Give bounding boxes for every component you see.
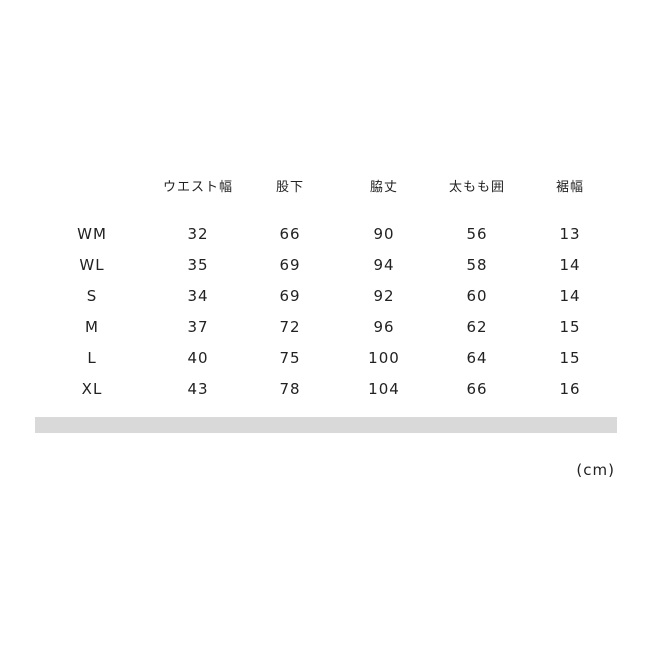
table-cell: 13 (559, 225, 581, 243)
table-cell: 40 (187, 349, 209, 367)
table-cell: 56 (466, 225, 488, 243)
table-cell: 94 (373, 256, 395, 274)
column-header: 太もも囲 (448, 180, 505, 195)
table-cell: 92 (373, 287, 395, 305)
table-cell: 15 (559, 349, 581, 367)
column-header: 股下 (275, 180, 304, 195)
table-cell: 96 (373, 318, 395, 336)
table-cell: 72 (279, 318, 301, 336)
divider-bar (35, 417, 617, 433)
table-cell: 62 (466, 318, 488, 336)
table-cell: 43 (187, 380, 209, 398)
table-cell: 32 (187, 225, 209, 243)
table-cell: 100 (368, 349, 400, 367)
table-cell: 104 (368, 380, 400, 398)
row-label: M (85, 318, 99, 336)
table-cell: 60 (466, 287, 488, 305)
table-cell: 15 (559, 318, 581, 336)
table-cell: 66 (466, 380, 488, 398)
table-cell: 16 (559, 380, 581, 398)
table-cell: 14 (559, 256, 581, 274)
table-cell: 90 (373, 225, 395, 243)
column-header: ウエスト幅 (162, 180, 233, 195)
table-cell: 75 (279, 349, 301, 367)
table-cell: 34 (187, 287, 209, 305)
row-label: WL (79, 256, 105, 274)
table-cell: 37 (187, 318, 209, 336)
row-label: WM (77, 225, 107, 243)
table-cell: 35 (187, 256, 209, 274)
table-cell: 69 (279, 287, 301, 305)
row-label: S (86, 287, 98, 305)
table-cell: 66 (279, 225, 301, 243)
column-header: 裾幅 (555, 180, 584, 195)
table-cell: 69 (279, 256, 301, 274)
column-header: 脇丈 (369, 180, 398, 195)
table-cell: 14 (559, 287, 581, 305)
row-label: XL (81, 380, 103, 398)
table-cell: 64 (466, 349, 488, 367)
row-label: L (87, 349, 97, 367)
table-cell: 78 (279, 380, 301, 398)
unit-label: (cm) (576, 461, 615, 479)
table-cell: 58 (466, 256, 488, 274)
